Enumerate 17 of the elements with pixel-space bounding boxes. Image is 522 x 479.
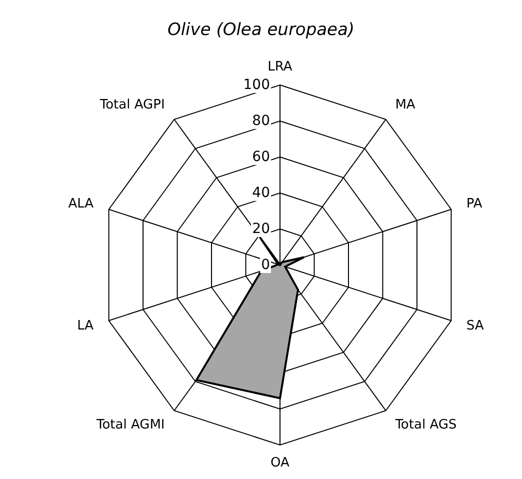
spoke-label: Total AGPI xyxy=(98,97,165,112)
spoke-label: LRA xyxy=(268,60,292,74)
y-tick-label: 100 xyxy=(243,77,270,93)
spoke-label: Total AGS xyxy=(394,418,457,433)
spoke-label: PA xyxy=(466,196,482,212)
y-tick-label: 40 xyxy=(252,185,270,201)
spoke-label: OA xyxy=(270,456,290,470)
spoke-label: SA xyxy=(466,318,484,334)
y-tick-label: 0 xyxy=(261,257,270,273)
y-tick-label: 80 xyxy=(252,113,270,129)
chart-title: Olive (Olea europaea) xyxy=(166,20,356,40)
spoke-label: ALA xyxy=(68,196,94,212)
spoke-label: LA xyxy=(77,318,94,334)
y-tick-label: 20 xyxy=(252,221,270,237)
spoke-label: Total AGMI xyxy=(95,418,165,433)
spoke-label: MA xyxy=(395,97,416,112)
y-tick-label: 60 xyxy=(252,149,270,165)
